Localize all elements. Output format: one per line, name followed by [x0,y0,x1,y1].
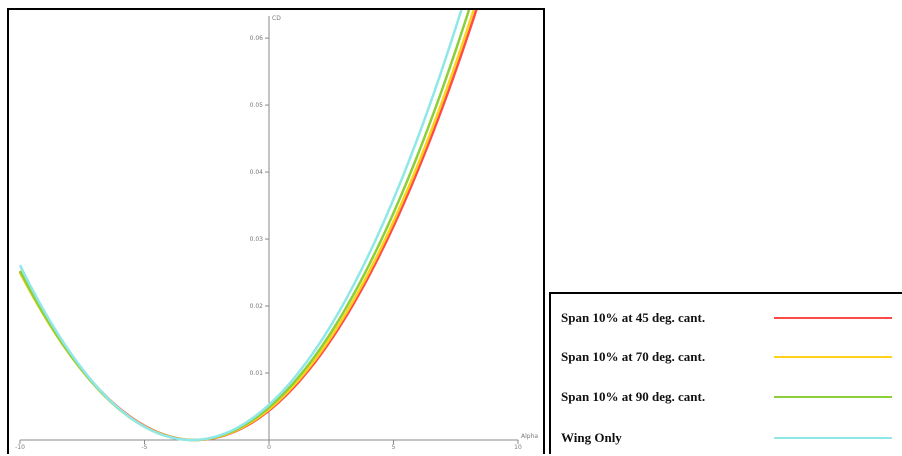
y-tick-label: 0.05 [250,102,264,109]
series-line [18,10,463,442]
y-tick-label: 0.02 [250,303,264,310]
x-tick-label: 10 [514,444,522,451]
legend-item: Span 10% at 70 deg. cant. [551,345,902,369]
legend-item: Span 10% at 45 deg. cant. [551,306,902,330]
x-tick-label: -5 [142,444,148,451]
y-axis-label: CD [272,15,281,22]
legend-label: Wing Only [561,430,622,445]
x-tick-label: 5 [392,444,396,451]
x-tick-label: -10 [15,444,25,451]
y-tick-label: 0.01 [250,370,264,377]
legend-item: Wing Only [551,426,902,450]
legend-swatch [774,317,892,319]
x-tick-label: 0 [267,444,271,451]
legend-swatch [774,437,892,439]
legend-label: Span 10% at 70 deg. cant. [561,349,706,364]
x-axis-label: Alpha [521,433,538,440]
legend-label: Span 10% at 45 deg. cant. [561,310,706,325]
y-tick-label: 0.03 [250,236,264,243]
plot-frame: -10 -5 0 5 10 0.01 0.02 0.03 0.04 0.05 0.06 Alpha CD [7,8,545,454]
y-tick-label: 0.06 [250,35,264,42]
legend-item: Span 10% at 90 deg. cant. [551,385,902,409]
legend-swatch [774,356,892,358]
y-tick-label: 0.04 [250,169,264,176]
legend-swatch [774,396,892,398]
plot-area: -10 -5 0 5 10 0.01 0.02 0.03 0.04 0.05 0.06 Alpha CD [15,10,538,451]
legend-label: Span 10% at 90 deg. cant. [561,389,706,404]
legend: Span 10% at 45 deg. cant. Span 10% at 70… [549,292,902,454]
